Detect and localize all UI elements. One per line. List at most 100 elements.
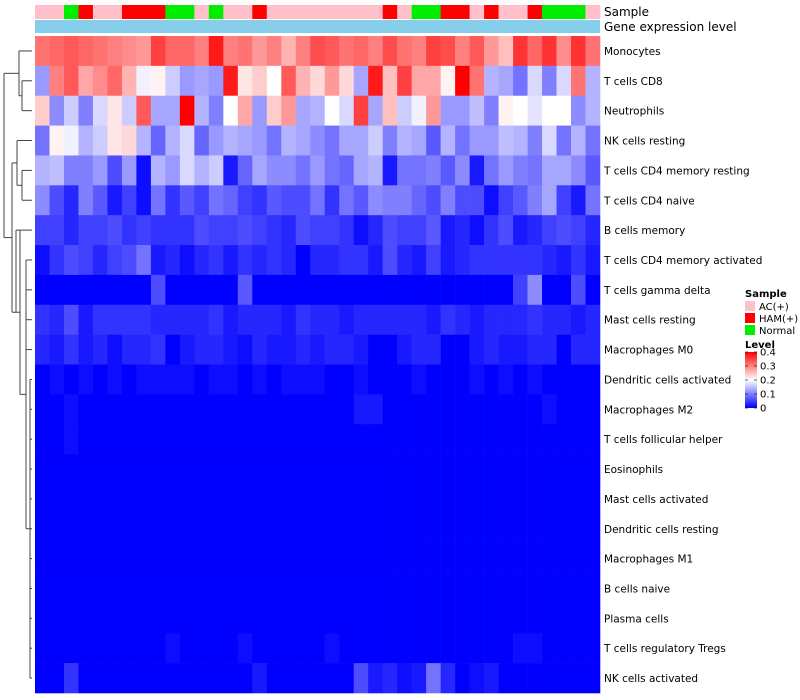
heatmap-cell bbox=[49, 364, 65, 395]
heatmap-cell bbox=[368, 394, 383, 425]
heatmap-cell bbox=[223, 304, 239, 335]
heatmap-cell bbox=[585, 424, 601, 455]
heatmap-cell bbox=[165, 304, 181, 335]
heatmap-cell bbox=[339, 573, 355, 604]
heatmap-cell bbox=[165, 513, 181, 544]
heatmap-cell bbox=[382, 125, 398, 156]
sample-annotation-cell bbox=[397, 5, 412, 19]
heatmap-cell bbox=[252, 215, 268, 246]
heatmap-cell bbox=[179, 633, 195, 664]
heatmap-cell bbox=[121, 633, 137, 664]
heatmap-cell bbox=[49, 454, 65, 485]
sample-annotation-cell bbox=[107, 5, 123, 19]
heatmap-cell bbox=[498, 245, 514, 276]
heatmap-cell bbox=[426, 334, 441, 365]
sample-annotation-cell bbox=[35, 5, 50, 19]
heatmap-cell bbox=[266, 513, 282, 544]
heatmap-cell bbox=[295, 274, 311, 306]
heatmap-cell bbox=[194, 394, 210, 425]
level-legend-title: Level bbox=[745, 340, 775, 351]
heatmap-cell bbox=[353, 483, 369, 515]
heatmap-cell bbox=[469, 245, 485, 276]
heatmap-cell bbox=[513, 185, 528, 216]
heatmap-cell bbox=[237, 424, 253, 455]
heatmap-cell bbox=[542, 95, 557, 126]
heatmap-cell bbox=[194, 573, 210, 604]
heatmap-cell bbox=[92, 274, 108, 306]
heatmap-cell bbox=[252, 364, 268, 395]
heatmap-cell bbox=[136, 334, 152, 365]
heatmap-cell bbox=[35, 424, 50, 455]
heatmap-cell bbox=[440, 663, 456, 694]
heatmap-cell bbox=[397, 603, 412, 634]
heatmap-cell bbox=[324, 185, 340, 216]
row-label: Plasma cells bbox=[604, 613, 669, 625]
heatmap-cell bbox=[194, 125, 210, 156]
heatmap-cell bbox=[165, 483, 181, 515]
heatmap-cell bbox=[107, 633, 123, 664]
heatmap-cell bbox=[498, 334, 514, 365]
sample-annotation-cell bbox=[223, 5, 239, 19]
heatmap-cell bbox=[35, 95, 50, 126]
heatmap-cell bbox=[455, 245, 470, 276]
heatmap-cell bbox=[397, 245, 412, 276]
sample-annotation-cell bbox=[310, 5, 326, 19]
heatmap-cell bbox=[513, 36, 528, 67]
heatmap-cell bbox=[542, 394, 557, 425]
heatmap-cell bbox=[368, 663, 383, 694]
heatmap-cell bbox=[513, 65, 528, 97]
heatmap-cell bbox=[440, 304, 456, 335]
heatmap-cell bbox=[542, 125, 557, 156]
heatmap-cell bbox=[382, 394, 398, 425]
heatmap-cell bbox=[440, 125, 456, 156]
sample-legend-swatch bbox=[745, 301, 755, 311]
heatmap-cell bbox=[49, 573, 65, 604]
heatmap-cell bbox=[382, 304, 398, 335]
sample-annotation-cell bbox=[179, 5, 195, 19]
heatmap-cell bbox=[281, 36, 297, 67]
heatmap-cell bbox=[411, 394, 427, 425]
heatmap-cell bbox=[527, 573, 543, 604]
heatmap-cell bbox=[121, 215, 137, 246]
heatmap-cell bbox=[382, 483, 398, 515]
sample-annotation-cell bbox=[498, 5, 514, 19]
heatmap-cell bbox=[150, 125, 166, 156]
heatmap-cell bbox=[136, 155, 152, 186]
sample-annotation-cell bbox=[324, 5, 340, 19]
heatmap-cell bbox=[426, 155, 441, 186]
heatmap-cell bbox=[484, 394, 499, 425]
heatmap-cell bbox=[310, 36, 326, 67]
heatmap-cell bbox=[339, 215, 355, 246]
row-label: T cells CD4 memory resting bbox=[603, 165, 750, 177]
heatmap-cell bbox=[35, 364, 50, 395]
heatmap-cell bbox=[339, 603, 355, 634]
heatmap-cell bbox=[194, 304, 210, 335]
heatmap-cell bbox=[513, 245, 528, 276]
heatmap-cell bbox=[585, 394, 601, 425]
heatmap-cell bbox=[571, 36, 586, 67]
heatmap-cell bbox=[121, 394, 137, 425]
heatmap-cell bbox=[469, 65, 485, 97]
heatmap-cell bbox=[324, 394, 340, 425]
heatmap-cell bbox=[165, 274, 181, 306]
heatmap-cell bbox=[455, 304, 470, 335]
heatmap-cell bbox=[426, 304, 441, 335]
sample-legend-title: Sample bbox=[745, 289, 787, 300]
heatmap-cell bbox=[49, 663, 65, 694]
heatmap-cell bbox=[556, 245, 572, 276]
heatmap-cell bbox=[513, 573, 528, 604]
heatmap-cell bbox=[484, 65, 499, 97]
heatmap-cell bbox=[426, 36, 441, 67]
heatmap-cell bbox=[35, 573, 50, 604]
heatmap-cell bbox=[310, 543, 326, 574]
heatmap-cell bbox=[484, 513, 499, 544]
heatmap-cell bbox=[585, 483, 601, 515]
heatmap-cell bbox=[295, 424, 311, 455]
heatmap-cell bbox=[498, 483, 514, 515]
sample-annotation-cell bbox=[150, 5, 166, 19]
heatmap-cell bbox=[208, 245, 224, 276]
heatmap-cell bbox=[208, 603, 224, 634]
heatmap-cell bbox=[237, 125, 253, 156]
sample-annotation-cell bbox=[63, 5, 79, 19]
